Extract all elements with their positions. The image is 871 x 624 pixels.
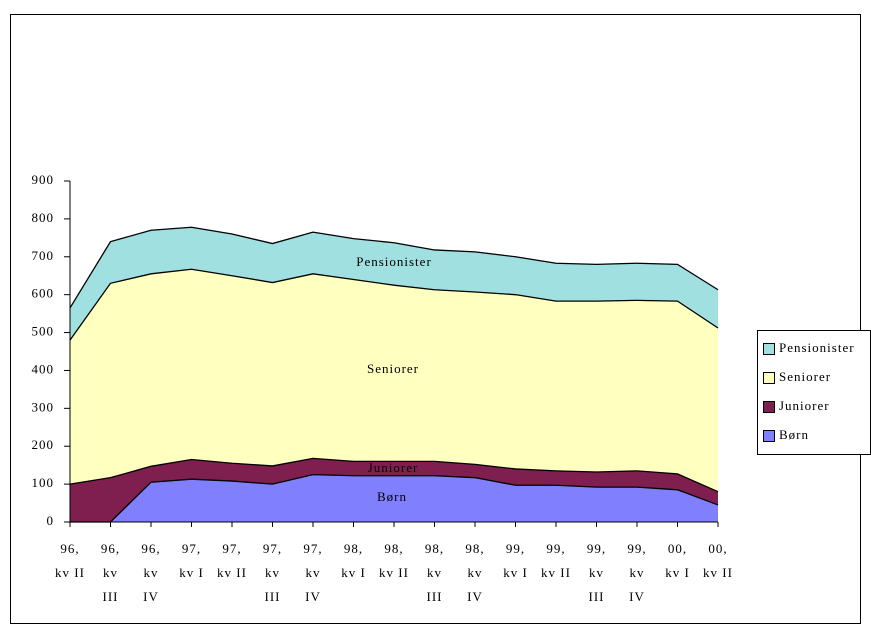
x-tick-label: 98, kv IV <box>465 541 485 604</box>
y-tick-label: 500 <box>32 324 55 339</box>
x-tick-label: 97, kv II <box>217 541 247 580</box>
x-tick-label: 98, kv II <box>379 541 409 580</box>
area-label: Seniorer <box>367 361 419 376</box>
legend-label: Juniorer <box>779 398 830 413</box>
y-tick-label: 300 <box>32 399 55 414</box>
y-tick-label: 0 <box>47 513 55 528</box>
x-tick-label: 96, kv II <box>55 541 85 580</box>
y-tick-label: 700 <box>32 248 55 263</box>
area-label: Juniorer <box>368 460 419 475</box>
x-tick-label: 99, kv III <box>586 541 607 604</box>
area-outline <box>70 473 719 523</box>
x-tick-label: 97, kv I <box>179 541 204 580</box>
legend-label: Børn <box>779 427 809 442</box>
x-tick-label: 97, kv III <box>262 541 283 604</box>
x-tick-label: 99, kv I <box>503 541 528 580</box>
legend-label: Pensionister <box>779 340 855 355</box>
y-tick-label: 200 <box>32 437 55 452</box>
x-tick-label: 99, kv II <box>541 541 571 580</box>
area-outline <box>69 226 719 309</box>
y-tick-label: 100 <box>32 475 55 490</box>
legend-swatch <box>763 372 775 384</box>
area <box>70 227 718 341</box>
area-label: Pensionister <box>356 254 432 269</box>
x-tick-label: 00, kv II <box>703 541 733 580</box>
x-tick-label: 98, kv I <box>341 541 366 580</box>
y-tick-label: 800 <box>32 210 55 225</box>
area <box>70 458 718 522</box>
x-tick-label: 96, kv IV <box>141 541 161 604</box>
legend-box <box>757 330 871 455</box>
area-label: Børn <box>377 489 407 504</box>
area-outline <box>69 268 719 341</box>
legend-label: Seniorer <box>779 369 831 384</box>
area <box>70 269 718 492</box>
legend-swatch <box>763 430 775 442</box>
legend-swatch <box>763 343 775 355</box>
y-tick-label: 400 <box>32 361 55 376</box>
x-tick-label: 99, kv IV <box>627 541 647 604</box>
x-tick-label: 97, kv IV <box>303 541 323 604</box>
area-outline <box>69 457 719 493</box>
legend-swatch <box>763 401 775 413</box>
x-tick-label: 96, kv III <box>100 541 121 604</box>
y-tick-label: 900 <box>32 172 55 187</box>
x-tick-label: 00, kv I <box>665 541 690 580</box>
x-tick-label: 98, kv III <box>424 541 445 604</box>
area <box>70 474 718 522</box>
y-tick-label: 600 <box>32 286 55 301</box>
